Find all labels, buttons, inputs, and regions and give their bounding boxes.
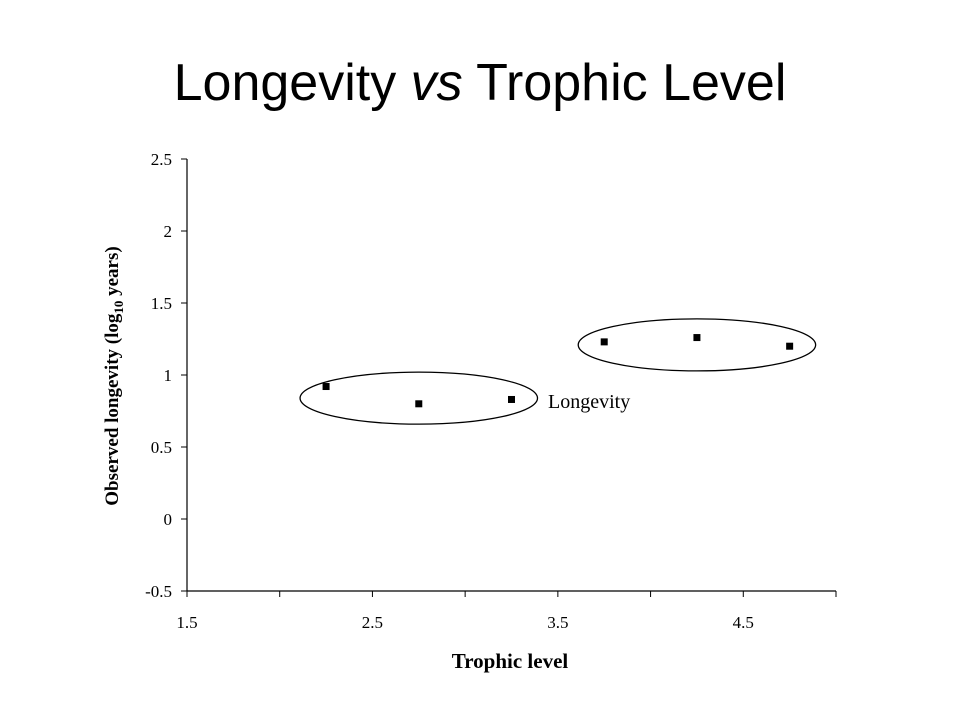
x-tick-label: 2.5 — [362, 613, 383, 632]
grouping-ellipses — [299, 318, 817, 425]
x-tick-label: 1.5 — [176, 613, 197, 632]
y-axis-label: Observed longevity (log10 years) — [102, 246, 126, 505]
data-point — [600, 338, 608, 346]
y-tick-label: 0.5 — [151, 438, 172, 457]
y-tick-label: 1.5 — [151, 294, 172, 313]
data-point — [415, 400, 423, 408]
title-text-italic: vs — [410, 54, 463, 112]
data-point — [786, 342, 794, 350]
legend-label: Longevity — [548, 391, 630, 413]
y-axis-label-suffix: years) — [102, 246, 123, 300]
y-tick-label: -0.5 — [145, 582, 172, 601]
data-point — [508, 395, 515, 403]
title-text-2: Trophic Level — [462, 54, 787, 112]
plot-axes: -0.5 0 0.5 1 1.5 2 2.5 1.5 2.5 3.5 4.5 — [145, 150, 837, 632]
slide-title: Longevity vs Trophic Level — [0, 52, 960, 114]
grouping-ellipse — [299, 371, 539, 425]
title-text-1: Longevity — [173, 54, 411, 112]
data-point — [322, 383, 330, 391]
x-tick-label: 3.5 — [547, 613, 568, 632]
grouping-ellipse — [577, 318, 817, 372]
y-axis-label-subscript: 10 — [111, 301, 126, 314]
data-points — [322, 334, 794, 408]
y-axis-label-main: Observed longevity (log — [102, 313, 123, 506]
y-tick-label: 2 — [164, 222, 173, 241]
y-tick-label: 2.5 — [151, 150, 172, 169]
y-tick-label: 0 — [164, 510, 173, 529]
x-axis-label: Trophic level — [452, 649, 569, 673]
data-point — [693, 334, 701, 342]
x-tick-label: 4.5 — [733, 613, 754, 632]
y-tick-label: 1 — [164, 366, 173, 385]
